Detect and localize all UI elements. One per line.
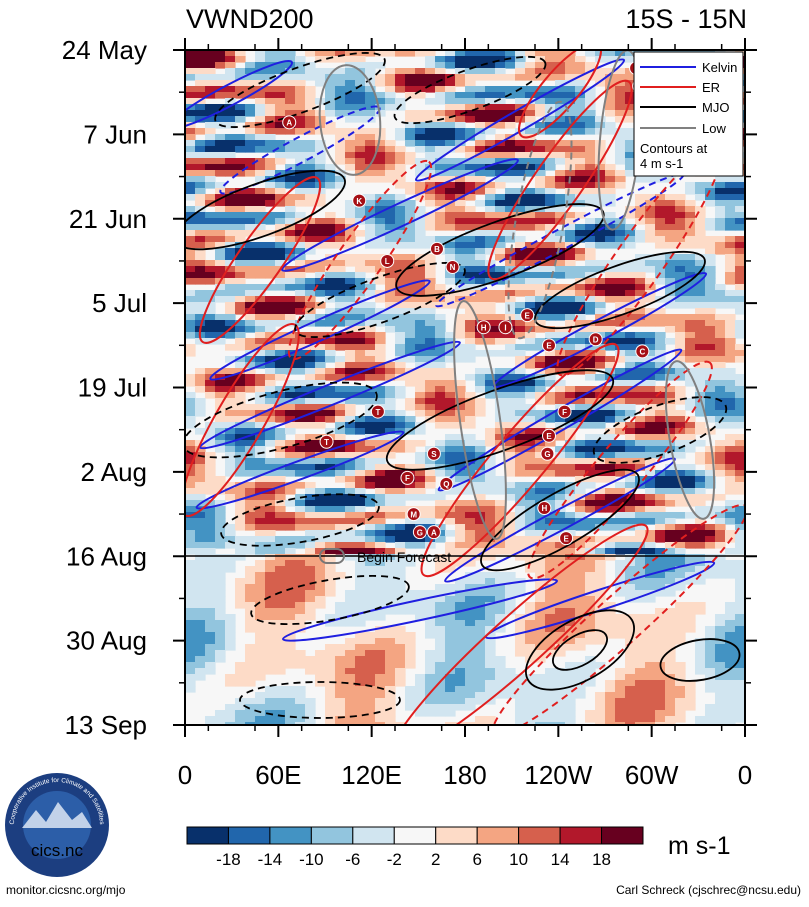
colorbar-tick-label: -14 xyxy=(258,850,283,869)
logo-text: cics.nc xyxy=(31,841,83,860)
storm-marker: T xyxy=(370,404,385,419)
wave-contours xyxy=(185,50,745,725)
forecast-arrow-icon xyxy=(319,548,345,564)
colorbar-swatch xyxy=(559,826,603,845)
storm-marker: B xyxy=(430,241,444,256)
legend-kelvin: Kelvin xyxy=(702,60,737,75)
x-tick-label: 0 xyxy=(178,760,192,790)
y-tick-label: 24 May xyxy=(62,35,147,65)
colorbar-swatch xyxy=(352,826,395,845)
storm-marker: S xyxy=(426,446,441,461)
storm-marker: A xyxy=(282,115,297,130)
storm-marker: Q xyxy=(439,476,454,491)
y-tick-label: 30 Aug xyxy=(66,626,147,656)
colorbar-tick-label: -18 xyxy=(216,850,241,869)
legend: Kelvin ER MJO Low Contours at 4 m s-1 xyxy=(633,51,744,177)
storm-marker: G xyxy=(412,525,427,540)
colorbar-swatch xyxy=(227,826,271,845)
colorbar-tick-label: -10 xyxy=(299,850,324,869)
chart-title: VWND200 xyxy=(186,4,314,34)
colorbar: -18 -14 -10 -6 -2 2 6 10 14 18 xyxy=(186,826,644,869)
storm-marker: G xyxy=(540,446,555,461)
legend-note-2: 4 m s-1 xyxy=(640,156,683,171)
colorbar-swatch xyxy=(393,826,437,845)
storm-marker: A xyxy=(426,525,441,540)
storm-marker: D xyxy=(588,332,603,347)
x-tick-label: 120W xyxy=(524,760,592,790)
y-tick-label: 19 Jul xyxy=(78,373,147,403)
storm-marker: E xyxy=(542,428,556,443)
footer-credit: Carl Schreck (cjschrec@ncsu.edu) xyxy=(616,883,801,897)
storm-marker: E xyxy=(559,531,574,546)
storm-marker: T xyxy=(319,434,334,449)
colorbar-swatch xyxy=(435,826,478,845)
cics-logo: cics.nc Cooperative Institute for Climat… xyxy=(5,773,109,877)
y-tick-label: 7 Jun xyxy=(83,119,147,149)
storm-marker: H xyxy=(537,501,552,516)
legend-mjo: MJO xyxy=(702,100,729,115)
colorbar-swatch xyxy=(518,826,561,845)
storm-marker: N xyxy=(445,259,460,274)
colorbar-tick-label: -2 xyxy=(387,850,402,869)
colorbar-swatch xyxy=(601,826,644,845)
legend-note-1: Contours at xyxy=(640,141,708,156)
storm-marker: H xyxy=(476,320,491,335)
legend-er: ER xyxy=(702,80,720,95)
storm-marker: I xyxy=(498,320,513,335)
colorbar-swatch xyxy=(186,826,229,845)
storm-marker: E xyxy=(542,338,556,353)
storm-marker: F xyxy=(400,470,415,485)
y-tick-label: 5 Jul xyxy=(92,288,147,318)
colorbar-units: m s-1 xyxy=(668,832,731,860)
storm-marker: F xyxy=(557,404,572,419)
x-tick-label: 60E xyxy=(255,760,301,790)
colorbar-tick-label: 10 xyxy=(509,850,528,869)
colorbar-tick-label: 18 xyxy=(592,850,611,869)
y-tick-label: 16 Aug xyxy=(66,541,147,571)
y-tick-label: 21 Jun xyxy=(69,204,147,234)
x-tick-label: 120E xyxy=(341,760,402,790)
storm-marker: E xyxy=(520,308,535,323)
footer-url[interactable]: monitor.cicsnc.org/mjo xyxy=(6,883,126,897)
storm-marker: L xyxy=(380,253,395,268)
x-tick-label: 60W xyxy=(625,760,679,790)
storm-marker: K xyxy=(352,193,367,208)
latitude-band: 15S - 15N xyxy=(625,4,747,34)
legend-low: Low xyxy=(702,121,726,136)
colorbar-swatch xyxy=(269,826,312,845)
storm-marker: C xyxy=(635,344,650,359)
y-tick-label: 2 Aug xyxy=(80,457,147,487)
colorbar-tick-label: 14 xyxy=(551,850,570,869)
colorbar-tick-label: -6 xyxy=(345,850,360,869)
forecast-label: Begin Forecast xyxy=(357,549,451,565)
colorbar-tick-label: 6 xyxy=(472,850,481,869)
colorbar-swatch xyxy=(476,826,520,845)
colorbar-tick-label: 2 xyxy=(431,850,440,869)
x-tick-label: 180 xyxy=(443,760,486,790)
axes: 24 May 7 Jun 21 Jun 5 Jul 19 Jul 2 Aug 16 Aug 3… xyxy=(62,35,757,790)
y-tick-label: 13 Sep xyxy=(65,710,147,740)
x-tick-label: 0 xyxy=(738,760,752,790)
colorbar-swatch xyxy=(310,826,354,845)
storm-marker: M xyxy=(406,507,421,522)
